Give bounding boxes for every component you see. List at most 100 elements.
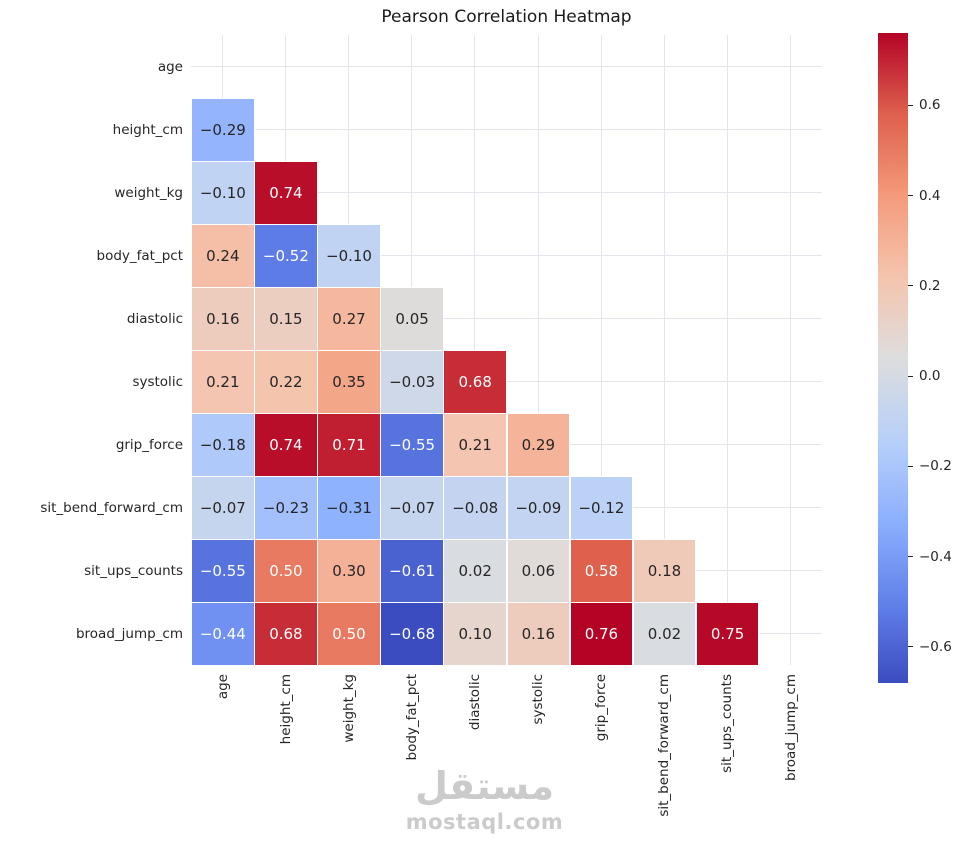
heatmap-cell: 0.16	[191, 287, 255, 351]
heatmap-cell: 0.21	[191, 350, 255, 414]
cell-value: −0.68	[389, 624, 436, 643]
y-tick-label: age	[157, 58, 183, 75]
colorbar-tick-mark	[908, 195, 913, 196]
cell-value: 0.74	[269, 435, 303, 454]
heatmap-cell: 0.27	[317, 287, 381, 351]
gridline-vertical	[600, 35, 602, 665]
cell-value: 0.74	[269, 183, 303, 202]
y-tick-label: body_fat_pct	[96, 247, 184, 264]
cell-value: 0.05	[395, 309, 429, 328]
cell-value: 0.02	[647, 624, 682, 643]
colorbar-gradient	[878, 33, 908, 683]
cell-value: −0.09	[515, 498, 562, 517]
heatmap-cell: −0.23	[254, 476, 318, 540]
colorbar-tick-label: 0.2	[919, 277, 941, 294]
heatmap-cell: 0.74	[254, 413, 318, 477]
heatmap-cell: 0.06	[506, 539, 571, 603]
heatmap-cell: 0.10	[443, 602, 507, 666]
colorbar-tick-label: 0.4	[919, 187, 941, 204]
cell-value: −0.08	[452, 498, 499, 517]
cell-value: 0.21	[206, 372, 240, 391]
heatmap-cell: −0.09	[506, 476, 571, 540]
watermark-arabic: مستقل	[415, 764, 554, 808]
cell-value: −0.23	[262, 498, 309, 517]
x-tick-label: height_cm	[277, 674, 294, 745]
heatmap-cell: 0.58	[569, 539, 634, 603]
heatmap-cell: −0.44	[191, 602, 255, 666]
cell-value: 0.10	[458, 624, 492, 643]
heatmap-cell: −0.07	[380, 476, 444, 540]
cell-value: −0.10	[326, 246, 372, 265]
heatmap-cell: −0.61	[380, 539, 444, 603]
cell-value: 0.58	[584, 561, 619, 580]
heatmap-cell: 0.35	[317, 350, 381, 414]
heatmap-cell: 0.29	[506, 413, 571, 477]
cell-value: 0.75	[710, 624, 745, 643]
heatmap-cell: −0.08	[443, 476, 507, 540]
y-tick-label: sit_ups_counts	[84, 562, 183, 579]
colorbar-tick-mark	[908, 646, 913, 648]
heatmap-cell: 0.05	[380, 287, 444, 351]
gridline-vertical	[726, 35, 728, 665]
gridline-vertical	[537, 35, 539, 665]
cell-value: −0.03	[389, 372, 436, 391]
colorbar-tick-mark	[908, 556, 913, 558]
cell-value: 0.15	[269, 309, 303, 328]
heatmap-cell: −0.55	[380, 413, 444, 477]
x-tick-label: body_fat_pct	[403, 674, 420, 761]
gridline-vertical	[663, 35, 665, 665]
cell-value: −0.18	[199, 435, 246, 454]
colorbar-tick-label: 0.0	[919, 368, 941, 385]
heatmap-cell: 0.21	[443, 413, 507, 477]
heatmap-cell: 0.50	[254, 539, 318, 603]
gridline-horizontal	[191, 129, 822, 130]
cell-value: 0.68	[269, 624, 303, 643]
heatmap-cell: 0.50	[317, 602, 381, 666]
colorbar-tick-label: −0.6	[919, 638, 952, 655]
heatmap-cell: 0.24	[191, 224, 255, 288]
x-tick-label: sit_ups_counts	[719, 674, 736, 773]
cell-value: 0.24	[206, 246, 240, 265]
gridline-horizontal	[191, 255, 822, 256]
x-tick-label: age	[214, 674, 231, 700]
cell-value: −0.31	[326, 498, 372, 517]
y-tick-label: weight_kg	[114, 184, 183, 201]
heatmap-cell: −0.12	[569, 476, 634, 540]
cell-value: 0.16	[521, 624, 555, 643]
cell-value: −0.55	[389, 435, 436, 454]
y-tick-label: height_cm	[112, 121, 183, 138]
gridline-vertical	[790, 35, 791, 665]
colorbar-tick-label: 0.6	[919, 97, 941, 114]
cell-value: −0.29	[199, 120, 246, 139]
heatmap-cell: −0.18	[191, 413, 255, 477]
cell-value: 0.68	[458, 372, 492, 391]
cell-value: 0.76	[584, 624, 619, 643]
cell-value: 0.71	[332, 435, 366, 454]
cell-value: 0.22	[269, 372, 303, 391]
cell-value: 0.18	[647, 561, 682, 580]
cell-value: −0.07	[389, 498, 436, 517]
heatmap-cell: −0.03	[380, 350, 444, 414]
x-tick-label: grip_force	[593, 674, 610, 742]
cell-value: 0.02	[458, 561, 492, 580]
heatmap-cell: 0.74	[254, 161, 318, 225]
heatmap-cell: 0.68	[443, 350, 507, 414]
cell-value: 0.50	[332, 624, 366, 643]
colorbar-tick-label: −0.4	[919, 548, 952, 565]
x-tick-label: weight_kg	[340, 674, 357, 743]
heatmap-cell: −0.10	[191, 161, 255, 225]
heatmap-cell: 0.18	[632, 539, 697, 603]
cell-value: −0.52	[262, 246, 309, 265]
y-tick-label: sit_bend_forward_cm	[40, 499, 183, 516]
colorbar-tick-mark	[908, 104, 913, 106]
y-tick-label: broad_jump_cm	[75, 625, 183, 642]
colorbar-tick-mark	[908, 465, 913, 467]
watermark-url: mostaql.com	[405, 810, 564, 834]
cell-value: 0.27	[332, 309, 366, 328]
chart-title: Pearson Correlation Heatmap	[381, 7, 632, 27]
cell-value: −0.44	[199, 624, 246, 643]
colorbar-tick-label: −0.2	[919, 458, 952, 475]
heatmap-cell: −0.31	[317, 476, 381, 540]
cell-value: 0.21	[458, 435, 492, 454]
